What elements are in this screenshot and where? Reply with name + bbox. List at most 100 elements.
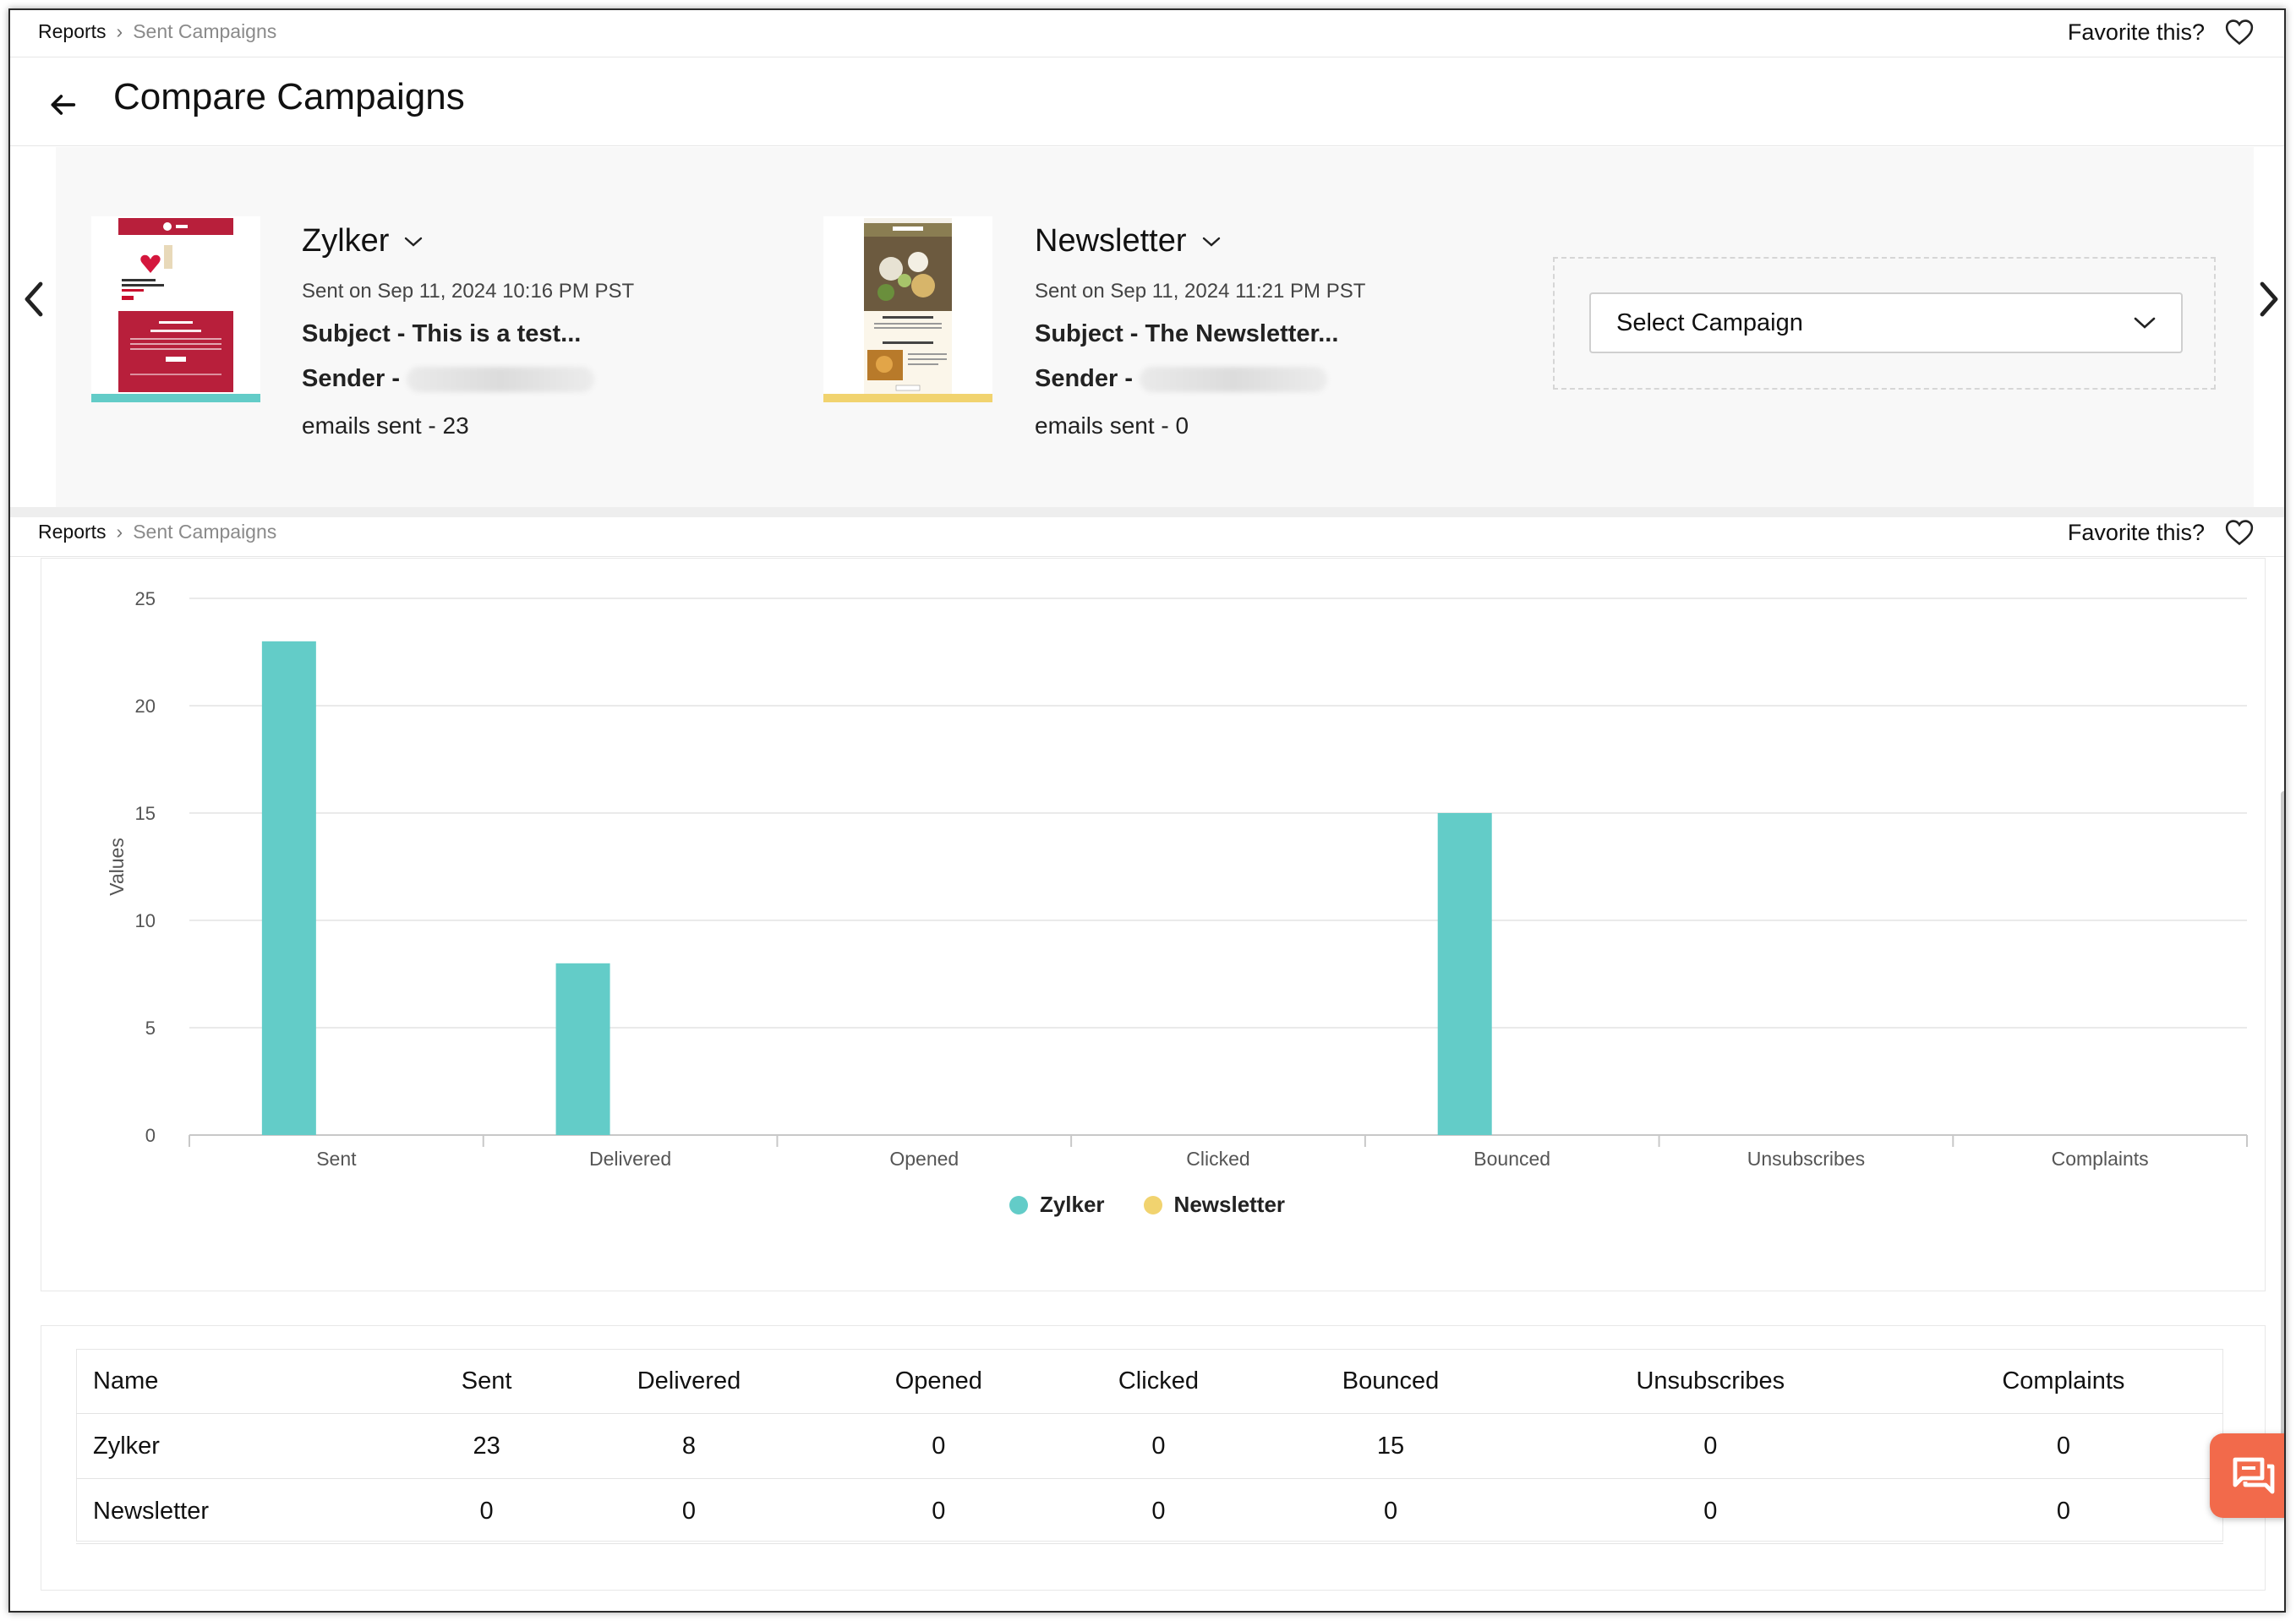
- x-tick-label: Clicked: [1186, 1148, 1249, 1170]
- column-header: Unsubscribes: [1517, 1349, 1904, 1414]
- add-campaign-slot: [1553, 257, 2216, 390]
- chart-legend: Zylker Newsletter: [10, 1192, 2284, 1218]
- legend-swatch: [1009, 1195, 1028, 1214]
- bar-zylker-sent: [261, 641, 316, 1135]
- select-campaign-dropdown[interactable]: Select Campaign: [1589, 292, 2183, 353]
- breadcrumb: Reports › Sent Campaigns: [38, 521, 276, 543]
- breadcrumb-current: Sent Campaigns: [133, 521, 277, 543]
- email-preview-image: [823, 216, 992, 402]
- campaign-emails-sent: emails sent - 0: [1035, 412, 1189, 439]
- vertical-scrollbar[interactable]: [2281, 791, 2284, 1467]
- favorite-label: Favorite this?: [2067, 19, 2205, 45]
- x-tick-label: Complaints: [2052, 1148, 2149, 1170]
- x-tick-label: Unsubscribes: [1747, 1148, 1865, 1170]
- table-cell: 0: [1264, 1478, 1517, 1544]
- table-cell: Zylker: [76, 1413, 420, 1479]
- legend-label: Zylker: [1039, 1192, 1105, 1217]
- comparison-bar-chart: 0 5 10 15 20 25 Values Sent Delivered Opened Click…: [106, 588, 2248, 1170]
- chat-icon: [2233, 1457, 2275, 1494]
- carousel-prev-button[interactable]: [22, 281, 46, 322]
- favorite-toggle[interactable]: Favorite this?: [2068, 19, 2254, 46]
- bar-zylker-bounced: [1437, 813, 1492, 1135]
- breadcrumb-current: Sent Campaigns: [133, 20, 277, 42]
- page-title: Compare Campaigns: [113, 76, 465, 117]
- y-tick-label: 15: [135, 803, 156, 824]
- chevron-right-icon: ›: [116, 521, 123, 543]
- breadcrumb-reports-link[interactable]: Reports: [38, 20, 107, 42]
- table-cell: 0: [1903, 1413, 2223, 1479]
- y-tick-label: 5: [145, 1018, 156, 1039]
- chevron-right-icon: ›: [116, 20, 123, 42]
- breadcrumb-reports-link[interactable]: Reports: [38, 521, 107, 543]
- x-tick-label: Opened: [889, 1148, 959, 1170]
- x-tick-label: Sent: [316, 1148, 357, 1170]
- favorite-toggle[interactable]: Favorite this?: [2068, 519, 2254, 546]
- legend-swatch: [1143, 1195, 1162, 1214]
- campaign-subject: Subject - This is a test...: [302, 320, 582, 347]
- legend-item-zylker[interactable]: Zylker: [1009, 1192, 1105, 1218]
- comparison-table: Name Sent Delivered Opened Clicked Bounc…: [76, 1349, 2223, 1544]
- campaign-thumbnail-newsletter[interactable]: [823, 216, 992, 402]
- chevron-right-icon[interactable]: [2257, 281, 2281, 318]
- campaign-name: Newsletter: [1035, 223, 1187, 259]
- y-tick-label: 20: [135, 696, 156, 717]
- chevron-down-icon: [2134, 317, 2156, 329]
- breadcrumb: Reports › Sent Campaigns: [38, 20, 276, 43]
- table-cell: 0: [553, 1478, 825, 1544]
- table-header-row: Name Sent Delivered Opened Clicked Bounc…: [76, 1349, 2223, 1414]
- chat-button[interactable]: [2210, 1433, 2284, 1518]
- campaign-sender: Sender -: [302, 365, 595, 393]
- table-cell: 0: [1517, 1413, 1904, 1479]
- select-campaign-placeholder: Select Campaign: [1616, 308, 1803, 336]
- sender-redacted: [407, 367, 595, 393]
- sender-label: Sender -: [1035, 365, 1134, 392]
- chevron-down-icon[interactable]: [1200, 235, 1222, 248]
- table-cell: 0: [1052, 1478, 1265, 1544]
- sender-redacted: [1140, 367, 1328, 393]
- column-header: Delivered: [553, 1349, 825, 1414]
- y-axis-label: Values: [106, 838, 128, 896]
- y-tick-label: 0: [145, 1125, 156, 1146]
- campaign-name-dropdown[interactable]: Newsletter: [1035, 223, 1222, 259]
- back-arrow-icon[interactable]: [46, 88, 79, 122]
- column-header: Complaints: [1903, 1349, 2223, 1414]
- campaign-name-dropdown[interactable]: Zylker: [302, 223, 424, 259]
- table-cell: 8: [553, 1413, 825, 1479]
- campaign-subject: Subject - The Newsletter...: [1035, 320, 1339, 347]
- y-tick-label: 10: [135, 910, 156, 931]
- email-preview-image: [91, 216, 260, 402]
- carousel-next-button[interactable]: [2257, 281, 2281, 322]
- x-tick-label: Delivered: [589, 1148, 671, 1170]
- table-row: Zylker 23 8 0 0 15 0 0: [76, 1413, 2223, 1479]
- table-cell: 0: [824, 1478, 1053, 1544]
- campaign-sent-date: Sent on Sep 11, 2024 10:16 PM PST: [302, 280, 635, 303]
- bar-zylker-delivered: [555, 963, 610, 1135]
- column-header: Bounced: [1264, 1349, 1517, 1414]
- table-cell: 0: [419, 1478, 554, 1544]
- table-cell: 0: [1903, 1478, 2223, 1544]
- chevron-down-icon[interactable]: [402, 235, 424, 248]
- table-cell: 0: [824, 1413, 1053, 1479]
- heart-icon[interactable]: [2225, 19, 2254, 46]
- app-window: Reports › Sent Campaigns Favorite this? Co…: [8, 8, 2286, 1613]
- back-button[interactable]: [46, 88, 79, 126]
- heart-icon[interactable]: [2225, 519, 2254, 546]
- chevron-left-icon[interactable]: [22, 281, 46, 318]
- chart-card: [41, 558, 2266, 1291]
- table-cell: 15: [1264, 1413, 1517, 1479]
- campaign-name: Zylker: [302, 223, 390, 259]
- column-header: Sent: [419, 1349, 554, 1414]
- column-header: Opened: [824, 1349, 1053, 1414]
- y-tick-label: 25: [135, 588, 156, 609]
- table-cell: 0: [1052, 1413, 1265, 1479]
- legend-item-newsletter[interactable]: Newsletter: [1143, 1192, 1285, 1218]
- column-header: Clicked: [1052, 1349, 1265, 1414]
- table-cell: 0: [1517, 1478, 1904, 1544]
- campaign-thumbnail-zylker[interactable]: [91, 216, 260, 402]
- sender-label: Sender -: [302, 365, 401, 392]
- campaign-emails-sent: emails sent - 23: [302, 412, 469, 439]
- campaign-sent-date: Sent on Sep 11, 2024 11:21 PM PST: [1035, 280, 1366, 303]
- column-header: Name: [76, 1349, 420, 1414]
- x-tick-label: Bounced: [1473, 1148, 1550, 1170]
- table-cell: Newsletter: [76, 1478, 420, 1544]
